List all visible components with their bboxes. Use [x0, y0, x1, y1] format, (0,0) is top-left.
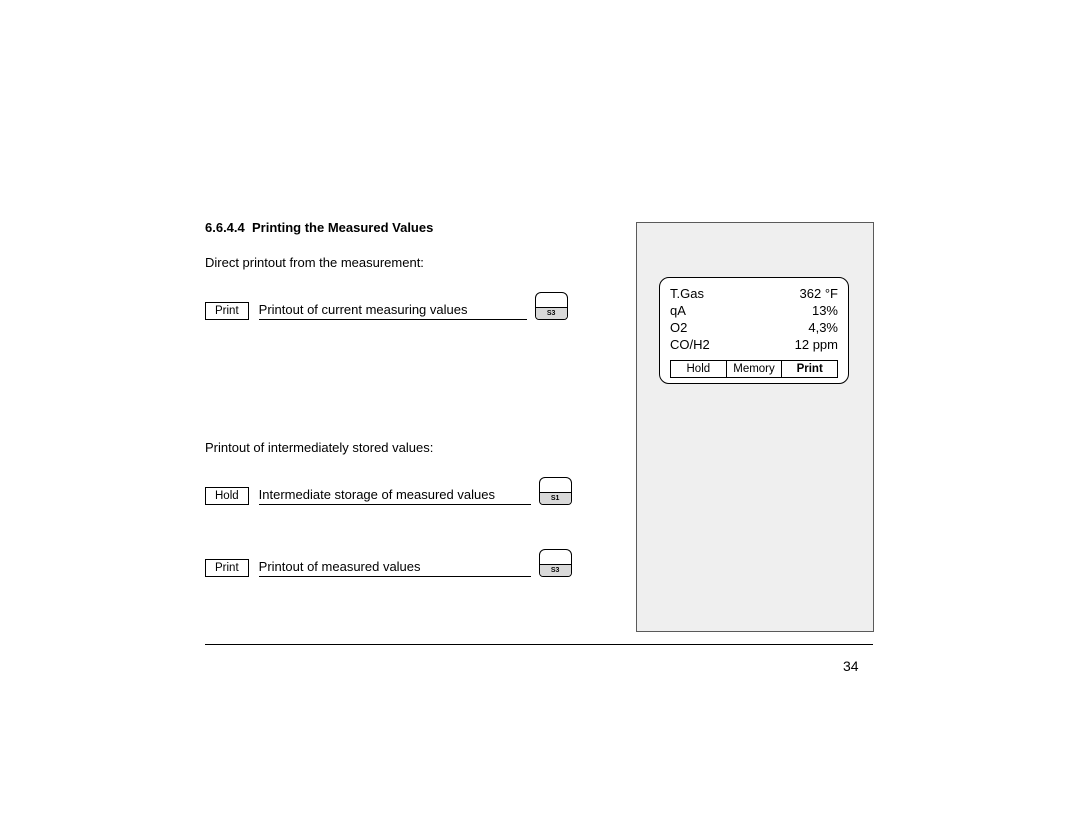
softkey-label: Print	[205, 559, 249, 577]
instruction-desc: Printout of measured values	[259, 559, 531, 577]
softkey-bar: Hold Memory Print	[670, 360, 838, 378]
reading-label: O2	[670, 320, 687, 337]
softkey-memory: Memory	[727, 361, 783, 377]
reading-value: 13%	[812, 303, 838, 320]
key-label: S3	[540, 564, 571, 576]
key-icon: S3	[535, 292, 568, 320]
section-title-text: Printing the Measured Values	[252, 220, 433, 235]
softkey-hold: Hold	[671, 361, 727, 377]
reading-value: 4,3%	[808, 320, 838, 337]
reading-label: T.Gas	[670, 286, 704, 303]
reading-row: qA 13%	[670, 303, 838, 320]
footer-rule	[205, 644, 873, 645]
softkey-label: Hold	[205, 487, 249, 505]
page-number: 34	[843, 658, 859, 674]
reading-row: O2 4,3%	[670, 320, 838, 337]
reading-label: qA	[670, 303, 686, 320]
instruction-desc: Printout of current measuring values	[259, 302, 527, 320]
reading-row: CO/H2 12 ppm	[670, 337, 838, 354]
key-label: S1	[540, 492, 571, 504]
softkey-print: Print	[782, 361, 837, 377]
reading-row: T.Gas 362 °F	[670, 286, 838, 303]
device-panel: T.Gas 362 °F qA 13% O2 4,3% CO/H2 12 ppm…	[636, 222, 874, 632]
reading-label: CO/H2	[670, 337, 710, 354]
key-icon: S3	[539, 549, 572, 577]
device-screen: T.Gas 362 °F qA 13% O2 4,3% CO/H2 12 ppm…	[659, 277, 849, 384]
key-label: S3	[536, 307, 567, 319]
key-icon: S1	[539, 477, 572, 505]
reading-value: 362 °F	[800, 286, 838, 303]
softkey-label: Print	[205, 302, 249, 320]
reading-value: 12 ppm	[795, 337, 838, 354]
section-number: 6.6.4.4	[205, 220, 245, 235]
instruction-desc: Intermediate storage of measured values	[259, 487, 531, 505]
